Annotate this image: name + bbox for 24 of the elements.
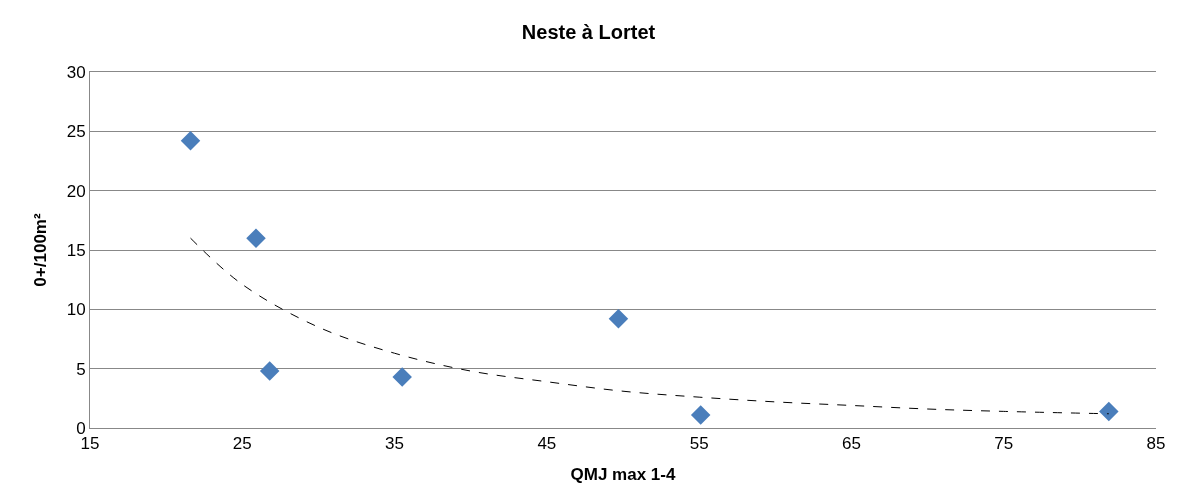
- x-tick-label: 65: [841, 434, 861, 454]
- x-tick-label: 35: [385, 434, 405, 454]
- chart-title: Neste à Lortet: [521, 20, 656, 43]
- y-tick-label: 30: [66, 62, 86, 82]
- y-tick-label: 20: [66, 181, 86, 201]
- y-axis-title: 0+/100m²: [31, 213, 51, 287]
- point: [259, 361, 280, 381]
- y-tick-label: 25: [66, 122, 86, 142]
- x-tick-label: 85: [1146, 434, 1166, 454]
- x-axis-title: QMJ max 1-4: [570, 464, 676, 484]
- point: [392, 367, 412, 387]
- y-tick-label: 5: [76, 359, 86, 379]
- x-tick-label: 45: [537, 434, 557, 454]
- x-tick-label: 55: [689, 434, 709, 454]
- point: [608, 309, 629, 329]
- point: [690, 405, 711, 425]
- point: [180, 131, 201, 151]
- y-tick-label: 0: [76, 418, 86, 438]
- y-tick-label: 10: [66, 300, 86, 320]
- x-tick-label: 75: [994, 434, 1014, 454]
- y-tick-label: 15: [66, 240, 86, 260]
- point: [246, 228, 266, 248]
- point: [1099, 401, 1119, 422]
- x-tick-label: 25: [232, 434, 252, 454]
